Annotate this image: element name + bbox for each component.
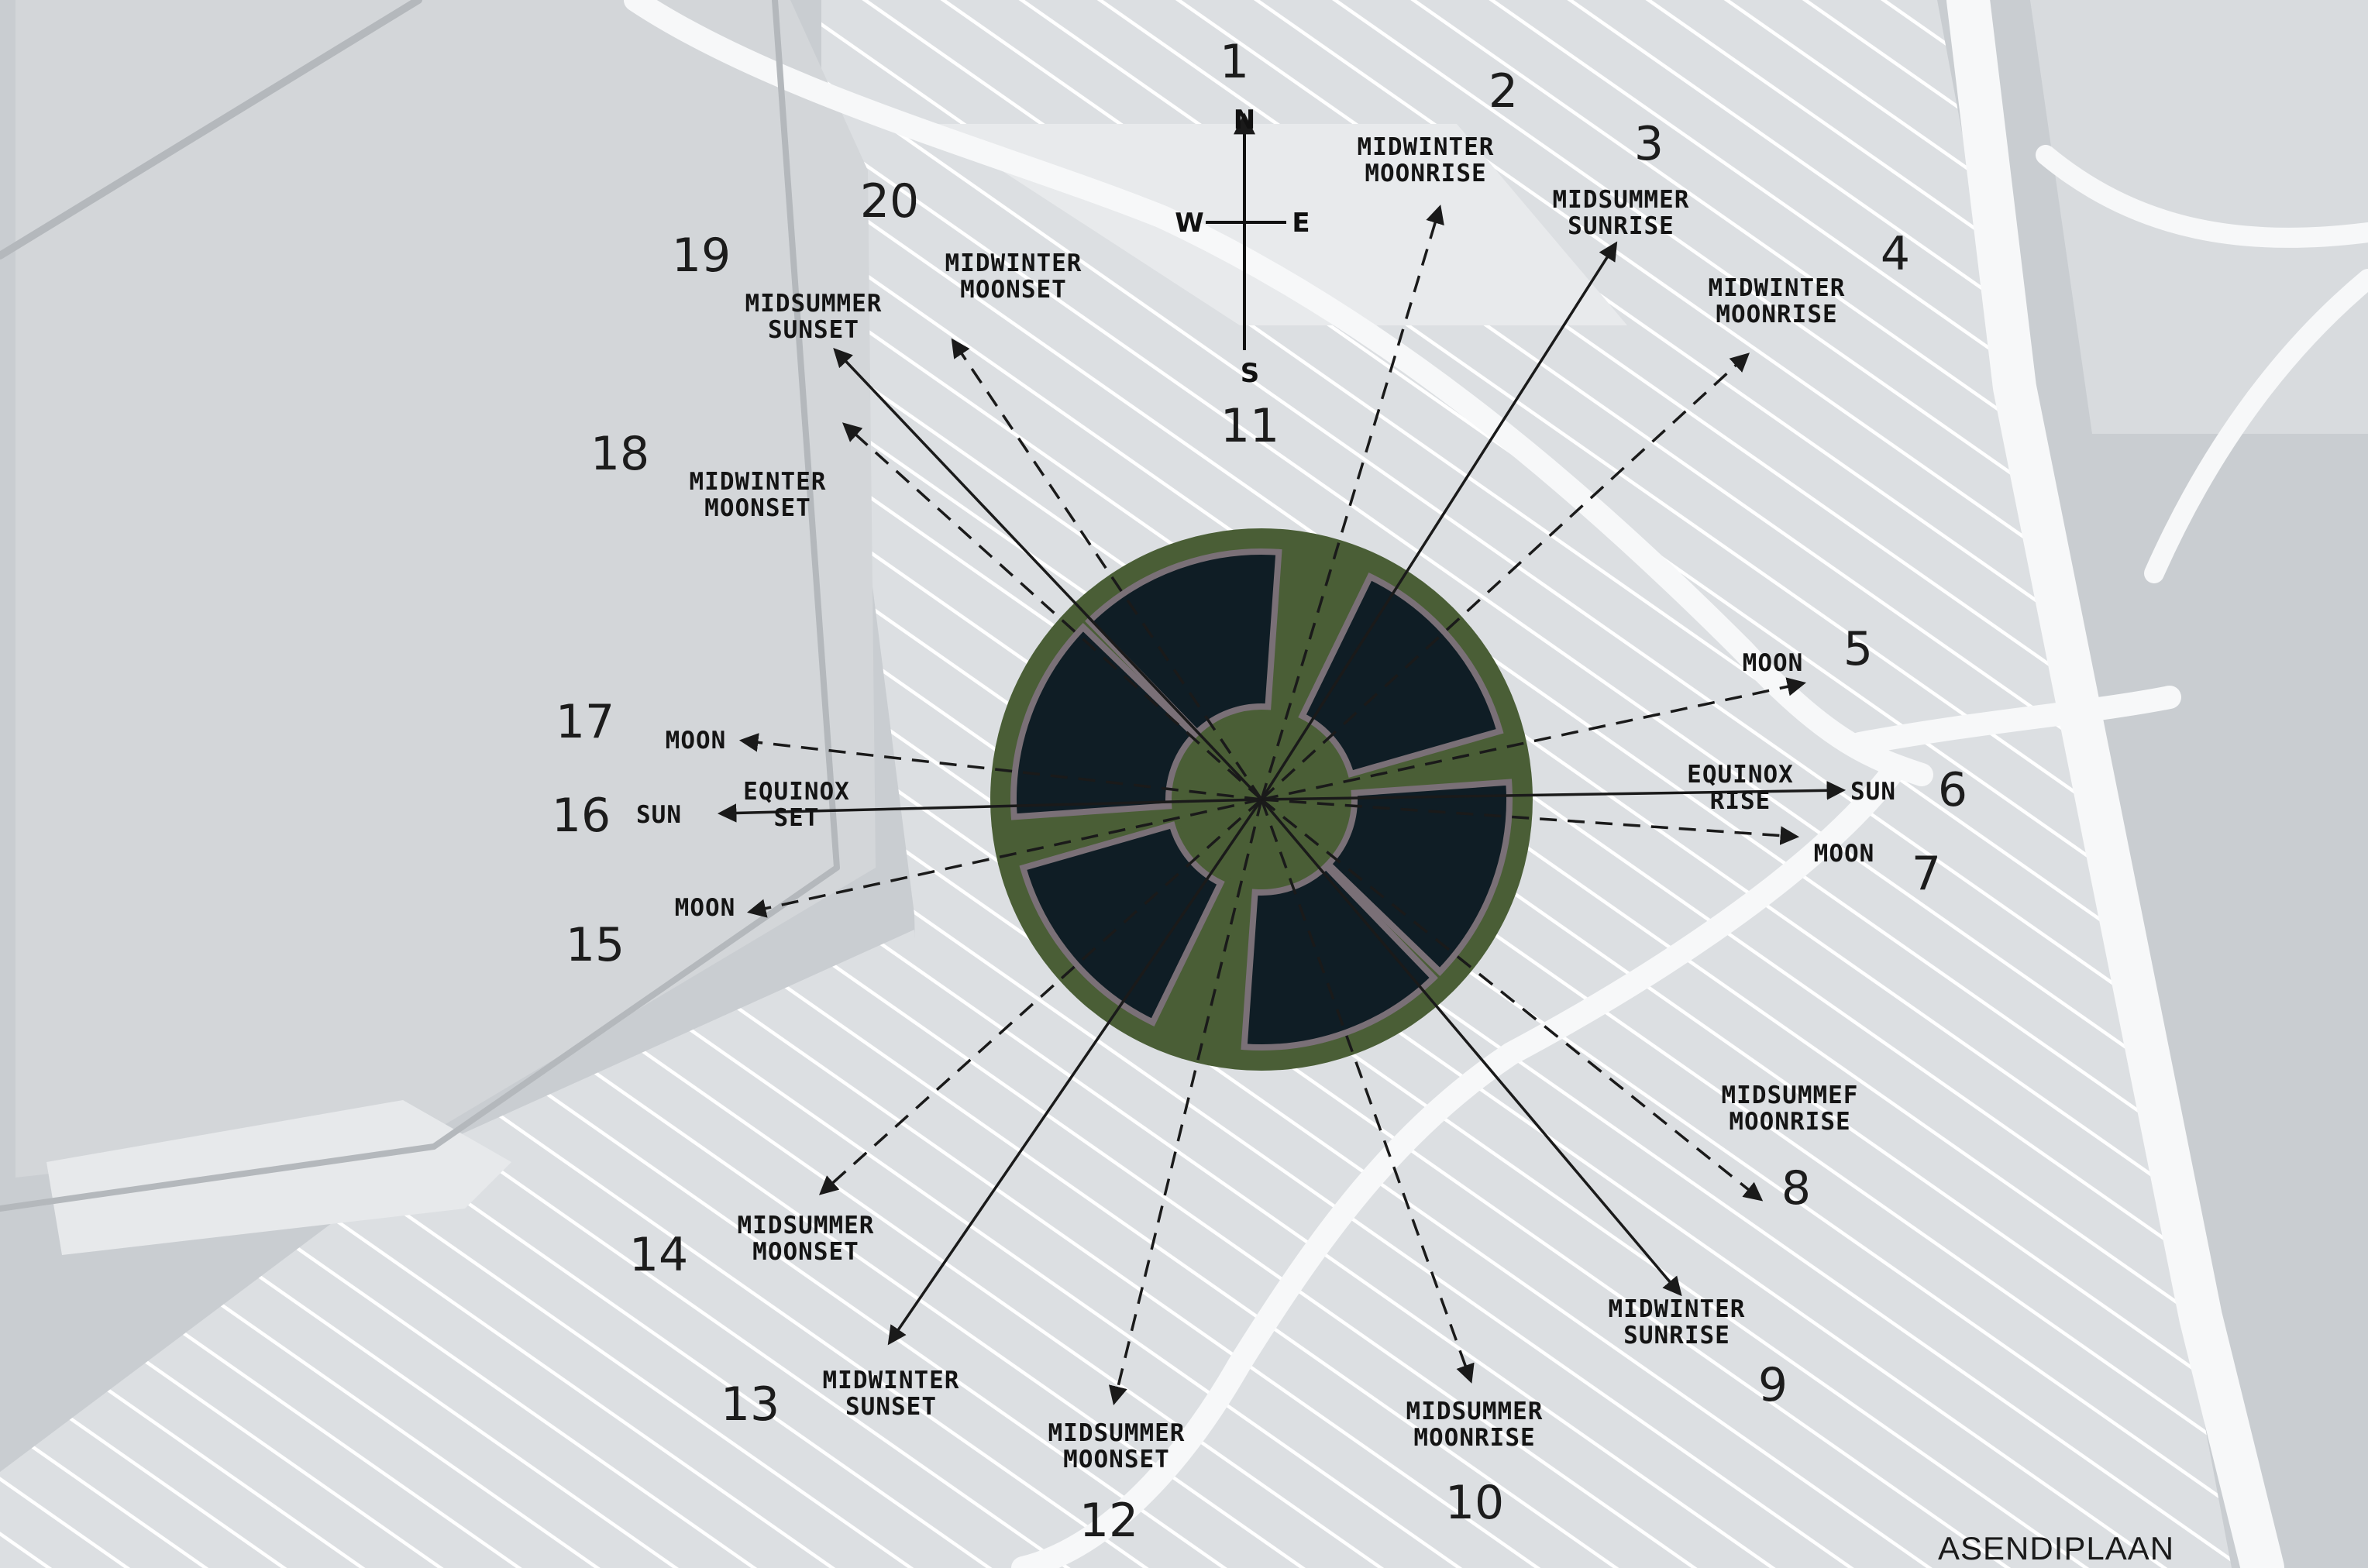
direction-caption-17: MOON (666, 727, 727, 755)
alignment-ray-20 (951, 338, 1263, 800)
alignment-ray-15 (747, 798, 1262, 918)
direction-caption-13: MIDWINTER (823, 1367, 960, 1394)
direction-caption-4: MIDWINTER (1709, 274, 1846, 302)
direction-caption-14: MOONSET (752, 1238, 859, 1266)
alignment-ray-8 (1260, 798, 1764, 1202)
alignment-ray-13 (887, 799, 1263, 1346)
building-window (1019, 821, 1225, 1026)
direction-caption-3: MIDSUMMER (1553, 186, 1690, 214)
direction-number-15: 15 (566, 918, 625, 972)
alignment-ray-17 (738, 733, 1262, 801)
direction-number-11: 11 (1220, 399, 1279, 453)
direction-caption-18: MIDWINTER (690, 468, 827, 496)
direction-caption-6: RISE (1710, 787, 1771, 815)
direction-number-4: 4 (1881, 227, 1910, 281)
direction-sun-16: SUN (636, 801, 682, 829)
map-light-area (15, 0, 876, 1178)
direction-number-17: 17 (556, 695, 614, 749)
map-light-area (930, 124, 1627, 325)
direction-caption-14: MIDSUMMER (738, 1212, 875, 1240)
direction-caption-15: MOON (675, 894, 736, 922)
compass-n: N (1234, 105, 1255, 136)
direction-caption-19: MIDSUMMER (745, 290, 883, 318)
compass-w: W (1175, 208, 1204, 239)
direction-number-19: 19 (672, 229, 731, 283)
direction-caption-2: MIDWINTER (1358, 133, 1495, 161)
direction-caption-2: MOONRISE (1365, 160, 1486, 187)
direction-caption-7: MOON (1814, 840, 1875, 868)
alignment-ray-5 (1261, 677, 1806, 801)
direction-number-8: 8 (1781, 1161, 1811, 1216)
map-hatched-parcel (0, 930, 969, 1568)
building-window (1085, 548, 1282, 738)
alignment-labels: 12MIDWINTERMOONRISE3MIDSUMMERSUNRISE4MID… (552, 35, 1967, 1548)
direction-caption-18: MOONSET (704, 494, 811, 522)
direction-number-13: 13 (721, 1377, 780, 1432)
direction-caption-6: EQUINOX (1687, 761, 1794, 789)
map-light-area (46, 1100, 511, 1255)
alignment-ray-10 (1260, 799, 1475, 1384)
alignment-ray-19 (833, 348, 1263, 801)
building-window (1298, 573, 1504, 778)
direction-caption-16: EQUINOX (743, 778, 850, 806)
direction-number-12: 12 (1079, 1494, 1138, 1548)
direction-number-20: 20 (860, 174, 919, 229)
alignment-ray-12 (1108, 799, 1263, 1405)
direction-caption-19: SUNSET (768, 316, 859, 344)
direction-number-1: 1 (1220, 35, 1249, 89)
direction-number-7: 7 (1912, 847, 1941, 901)
map-light-area (2030, 0, 2368, 434)
direction-caption-8: MOONRISE (1729, 1108, 1850, 1136)
direction-caption-13: SUNSET (845, 1393, 937, 1421)
direction-caption-10: MIDSUMMER (1406, 1398, 1544, 1425)
direction-number-10: 10 (1445, 1476, 1504, 1530)
direction-caption-9: MIDWINTER (1609, 1295, 1746, 1323)
plan-title: ASENDIPLAAN (1938, 1530, 2174, 1566)
alignment-rays (717, 205, 1847, 1405)
direction-caption-12: MOONSET (1063, 1446, 1170, 1473)
compass-e: E (1292, 208, 1310, 239)
direction-number-18: 18 (590, 427, 649, 481)
building-window (1323, 779, 1513, 976)
building-window (1241, 861, 1438, 1050)
direction-number-9: 9 (1758, 1358, 1788, 1412)
direction-caption-4: MOONRISE (1716, 301, 1837, 328)
direction-number-14: 14 (629, 1228, 688, 1282)
direction-number-6: 6 (1938, 763, 1967, 817)
compass-s: S (1241, 358, 1260, 389)
direction-number-5: 5 (1843, 622, 1873, 676)
direction-caption-9: SUNRISE (1623, 1322, 1730, 1350)
direction-number-3: 3 (1634, 117, 1664, 171)
direction-caption-12: MIDSUMMER (1048, 1419, 1186, 1447)
direction-number-2: 2 (1489, 64, 1518, 119)
alignment-ray-3 (1260, 241, 1618, 800)
alignment-ray-6 (1261, 781, 1847, 801)
direction-caption-8: MIDSUMMEF (1722, 1081, 1859, 1109)
direction-sun-6: SUN (1850, 778, 1896, 806)
alignment-ray-14 (818, 798, 1263, 1195)
alignment-ray-16 (717, 798, 1262, 823)
direction-caption-10: MOONRISE (1413, 1424, 1535, 1452)
direction-caption-20: MIDWINTER (945, 249, 1082, 277)
direction-caption-3: SUNRISE (1568, 212, 1674, 240)
direction-caption-20: MOONSET (960, 276, 1067, 304)
direction-number-16: 16 (552, 789, 611, 843)
alignment-ray-7 (1261, 798, 1800, 845)
alignment-ray-2 (1260, 205, 1444, 800)
compass-rose: N S W E (1175, 105, 1310, 389)
building-window (1010, 623, 1199, 820)
alignment-ray-18 (842, 422, 1263, 801)
alignment-ray-9 (1260, 798, 1682, 1297)
direction-caption-5: MOON (1743, 649, 1804, 677)
direction-caption-16: SET (774, 804, 820, 832)
